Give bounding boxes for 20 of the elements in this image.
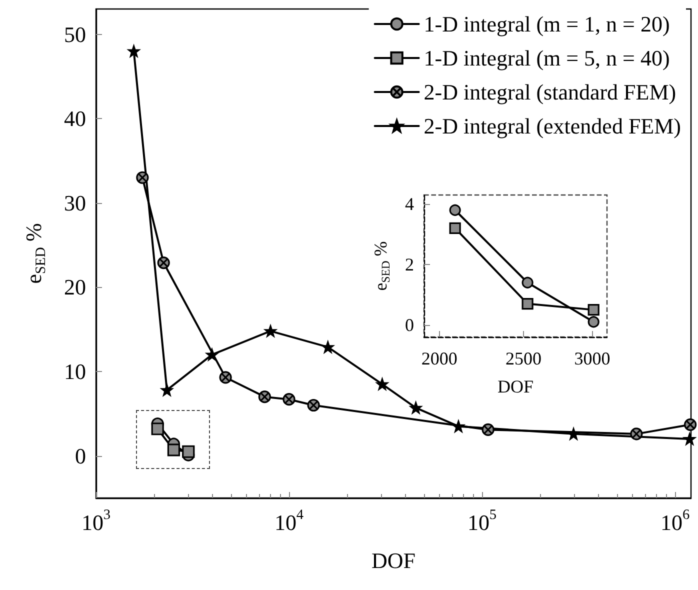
x-axis-title: DOF <box>497 376 534 397</box>
y-tick-label: 0 <box>405 314 414 335</box>
y-tick-label: 40 <box>64 106 86 132</box>
y-tick-label: 10 <box>64 359 86 384</box>
y-tick-label: 20 <box>64 274 86 300</box>
y-axis-title: eSED % <box>370 241 392 291</box>
x-axis-title: DOF <box>371 548 416 573</box>
x-tick-label: 2000 <box>421 348 458 369</box>
y-axis-title: eSED % <box>21 223 49 284</box>
y-tick-label: 30 <box>64 190 86 216</box>
y-tick-label: 2 <box>405 254 414 274</box>
legend-label: 1-D integral (m = 1, n = 20) <box>424 12 670 36</box>
y-tick-label: 4 <box>405 194 414 214</box>
legend-label: 2-D integral (extended FEM) <box>424 114 682 138</box>
legend-label: 2-D integral (standard FEM) <box>424 80 676 104</box>
x-tick-label: 3000 <box>574 348 610 369</box>
y-tick-label: 0 <box>75 443 86 468</box>
x-tick-label: 2500 <box>505 348 542 369</box>
legend-label: 1-D integral (m = 5, n = 40) <box>424 46 670 70</box>
y-tick-label: 50 <box>64 22 86 47</box>
